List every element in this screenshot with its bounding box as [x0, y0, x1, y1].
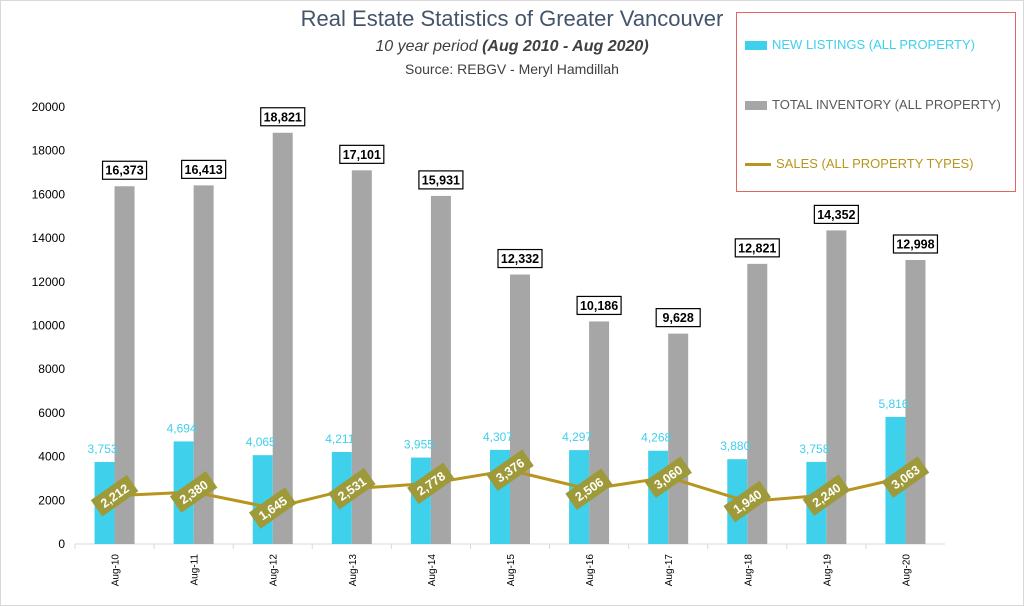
data-label-total-inventory-aug-14: 15,931 [422, 173, 460, 187]
y-tick-label: 8000 [38, 362, 65, 376]
y-tick-label: 0 [58, 537, 65, 551]
data-label-new-listings-aug-18: 3,880 [720, 439, 750, 453]
legend-label-sales: SALES (ALL PROPERTY TYPES) [776, 156, 974, 171]
chart-title: Real Estate Statistics of Greater Vancou… [300, 6, 724, 31]
data-label-new-listings-aug-10: 3,753 [88, 442, 118, 456]
bar-total-inventory-aug-19 [826, 230, 847, 544]
data-label-new-listings-aug-20: 5,816 [878, 397, 908, 411]
y-tick-label: 2000 [38, 493, 65, 507]
data-label-box-total-inventory-aug-13 [339, 144, 385, 164]
data-label-box-total-inventory-aug-10 [101, 160, 148, 180]
data-label-box-total-inventory-aug-14 [418, 170, 464, 190]
data-label-box-total-inventory-aug-11 [181, 159, 227, 179]
data-label-box-total-inventory-aug-16 [576, 295, 622, 316]
x-tick-label-aug-20: Aug-20 [901, 554, 912, 587]
data-label-sales-group-aug-17: 3,060 [644, 456, 692, 498]
data-label-total-inventory-aug-11: 16,413 [185, 163, 223, 177]
data-label-box-sales-aug-20 [881, 456, 930, 498]
x-tick-label-aug-18: Aug-18 [743, 554, 754, 587]
chart-subtitle: 10 year period (Aug 2010 - Aug 2020) [0, 38, 1024, 56]
data-label-total-inventory-aug-18: 12,821 [738, 241, 776, 255]
subtitle-period: 10 year period [375, 38, 483, 55]
x-tick-label-aug-19: Aug-19 [822, 554, 833, 587]
bar-total-inventory-aug-18 [747, 263, 768, 544]
legend-label-total-inventory: TOTAL INVENTORY (ALL PROPERTY) [772, 97, 1001, 112]
bar-total-inventory-aug-12 [272, 132, 293, 544]
data-label-new-listings-aug-17: 4,268 [641, 431, 671, 445]
legend-item-sales: SALES (ALL PROPERTY TYPES) [745, 156, 974, 171]
data-label-box-sales-aug-19 [802, 474, 851, 516]
data-label-new-listings-aug-16: 4,297 [562, 430, 592, 444]
bar-total-inventory-aug-15 [510, 274, 530, 544]
data-label-box-sales-aug-18 [723, 480, 772, 523]
x-tick-label-aug-17: Aug-17 [664, 554, 675, 587]
legend-label-new-listings: NEW LISTINGS (ALL PROPERTY) [772, 37, 975, 52]
data-label-new-listings-aug-11: 4,694 [167, 421, 197, 435]
data-label-total-inventory-aug-13: 17,101 [343, 148, 381, 162]
data-label-new-listings-aug-19: 3,758 [799, 442, 829, 456]
data-label-box-sales-aug-13 [328, 467, 376, 510]
chart-source: Source: REBGV - Meryl Hamdillah [405, 61, 619, 77]
y-tick-label: 10000 [32, 319, 66, 333]
y-tick-label: 14000 [32, 231, 66, 245]
data-label-box-total-inventory-aug-17 [655, 308, 701, 328]
data-label-box-sales-aug-15 [486, 449, 534, 492]
legend-swatch-new-listings [745, 41, 767, 51]
data-label-new-listings-aug-15: 4,307 [483, 430, 513, 444]
data-label-box-total-inventory-aug-15 [497, 248, 543, 269]
legend-item-total-inventory: TOTAL INVENTORY (ALL PROPERTY) [745, 97, 1001, 112]
legend-item-new-listings: NEW LISTINGS (ALL PROPERTY) [745, 37, 975, 52]
x-tick-label-aug-14: Aug-14 [427, 554, 438, 587]
y-tick-label: 16000 [32, 187, 66, 201]
data-label-box-sales-aug-14 [407, 462, 455, 505]
y-tick-label: 20000 [32, 100, 66, 114]
legend-swatch-total-inventory [745, 101, 767, 111]
bar-total-inventory-aug-13 [351, 170, 372, 545]
data-label-total-inventory-aug-16: 10,186 [580, 299, 618, 313]
data-label-box-sales-aug-12 [248, 487, 297, 529]
x-tick-label-aug-13: Aug-13 [348, 554, 359, 587]
data-label-total-inventory-aug-12: 18,821 [264, 110, 302, 124]
data-label-box-sales-aug-11 [169, 471, 218, 513]
legend-swatch-sales [745, 163, 771, 167]
data-label-total-inventory-aug-20: 12,998 [896, 237, 934, 251]
data-label-new-listings-aug-14: 3,955 [404, 438, 434, 452]
x-tick-label-aug-16: Aug-16 [585, 554, 596, 587]
bar-new-listings-aug-17 [648, 450, 669, 544]
bar-total-inventory-aug-14 [430, 195, 451, 544]
y-tick-label: 18000 [32, 144, 66, 158]
bar-total-inventory-aug-17 [668, 333, 689, 544]
data-label-box-total-inventory-aug-12 [260, 107, 306, 127]
data-label-box-sales-aug-17 [644, 456, 692, 498]
data-label-box-sales-aug-16 [565, 468, 613, 511]
y-tick-label: 4000 [38, 450, 65, 464]
x-tick-label-aug-11: Aug-11 [190, 554, 201, 586]
data-label-box-total-inventory-aug-18 [734, 238, 780, 258]
bar-total-inventory-aug-11 [193, 185, 214, 544]
data-label-new-listings-aug-13: 4,211 [325, 432, 354, 446]
data-label-total-inventory-aug-19: 14,352 [817, 208, 855, 222]
data-label-total-inventory-aug-17: 9,628 [663, 311, 694, 325]
y-tick-label: 6000 [38, 406, 65, 420]
legend: NEW LISTINGS (ALL PROPERTY) TOTAL INVENT… [736, 12, 1016, 192]
data-label-box-total-inventory-aug-20 [892, 234, 939, 254]
data-label-box-sales-aug-10 [90, 474, 139, 517]
x-tick-label-aug-10: Aug-10 [111, 554, 122, 587]
x-tick-label-aug-12: Aug-12 [269, 554, 280, 587]
data-label-total-inventory-aug-10: 16,373 [105, 164, 143, 178]
y-tick-label: 12000 [32, 275, 66, 289]
bar-total-inventory-aug-10 [114, 186, 135, 545]
subtitle-range: (Aug 2010 - Aug 2020) [482, 38, 649, 55]
x-tick-label-aug-15: Aug-15 [506, 554, 517, 587]
data-label-total-inventory-aug-15: 12,332 [501, 252, 539, 266]
data-label-box-total-inventory-aug-19 [813, 204, 859, 225]
data-label-new-listings-aug-12: 4,065 [246, 435, 276, 449]
